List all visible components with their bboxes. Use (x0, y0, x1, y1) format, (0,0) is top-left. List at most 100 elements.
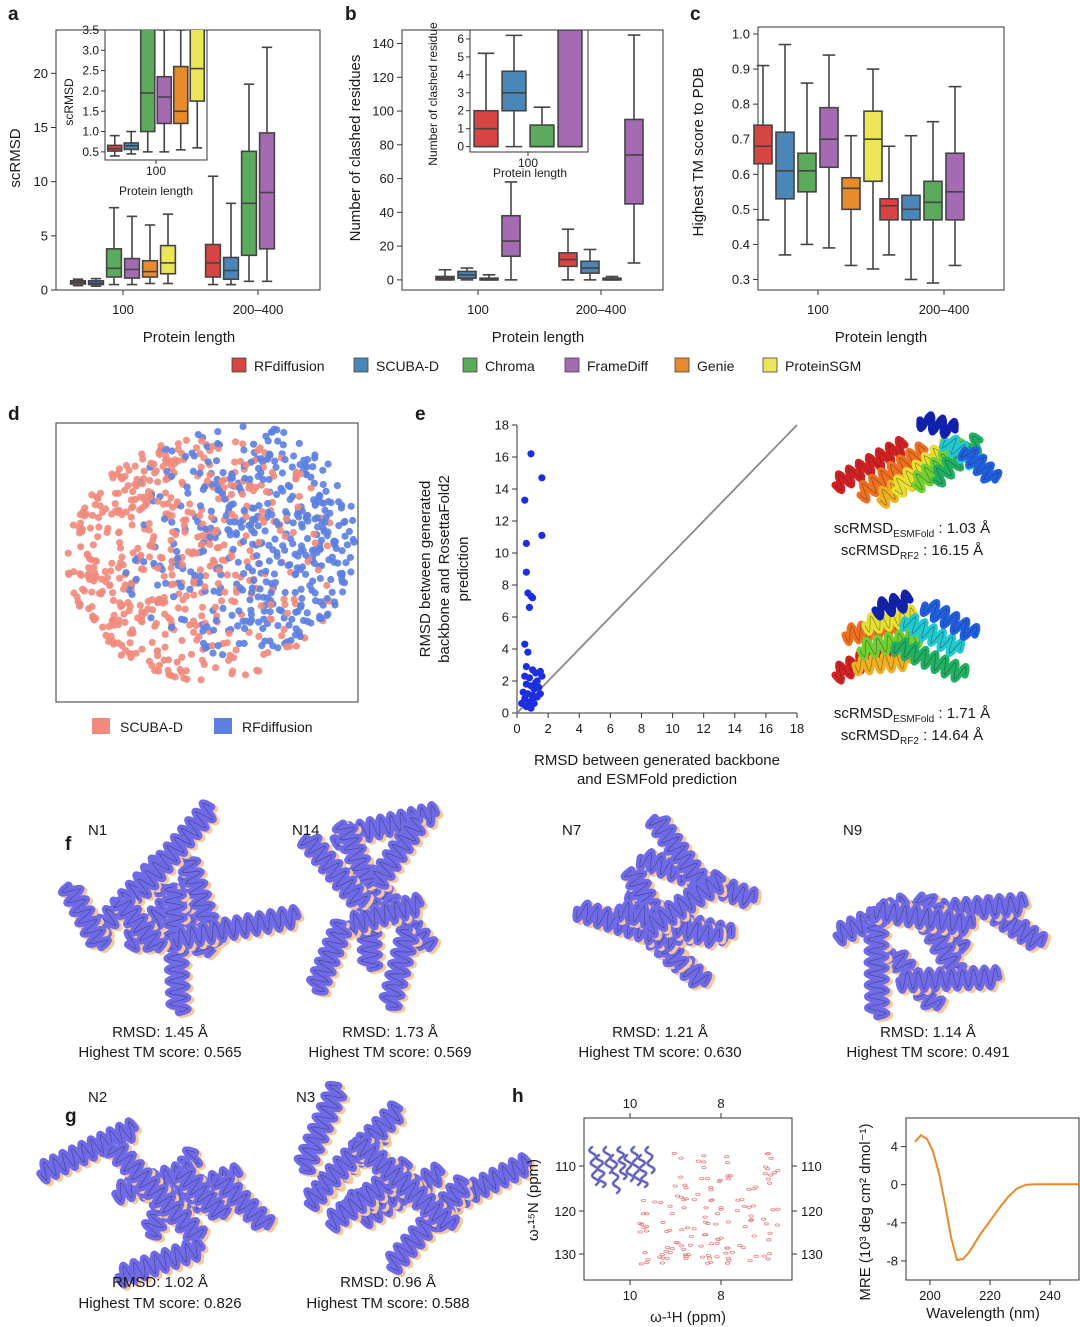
tsne-point (165, 459, 173, 467)
tsne-point (174, 604, 182, 612)
nmr-peak (645, 1258, 651, 1262)
tsne-point (302, 551, 310, 559)
chart-e-ytick-label: 4 (502, 642, 509, 657)
tsne-point (347, 568, 355, 576)
nmr-peak (679, 1228, 685, 1232)
tm-caption-n3: Highest TM score: 0.588 (306, 1295, 469, 1312)
tsne-point (338, 569, 346, 578)
nmr-peak (695, 1159, 702, 1163)
chart-c-box-genie-box (841, 176, 861, 211)
tsne-point (110, 640, 118, 648)
tsne-point (128, 521, 136, 529)
chart-b-ytick-label: 100 (372, 104, 394, 119)
tsne-point (259, 593, 268, 601)
tsne-point (240, 446, 248, 454)
tsne-point (343, 541, 351, 549)
tsne-point (149, 543, 157, 551)
tsne-point (277, 484, 285, 492)
nmr-peak (723, 1251, 729, 1255)
tsne-frame (55, 422, 359, 703)
tsne-point (273, 548, 281, 557)
chart-a-inset-ytick-label: 2.0 (82, 84, 99, 98)
structure-n9-helix-design-outline (866, 913, 887, 1017)
structure-n2-image (36, 1117, 279, 1291)
tsne-point (75, 602, 84, 610)
nmr-peak (679, 1244, 685, 1248)
tsne-point (131, 462, 139, 470)
tsne-point (196, 566, 204, 574)
tsne-point (101, 568, 109, 576)
nmr-peak (681, 1206, 687, 1210)
nmr-peak (764, 1152, 771, 1156)
tsne-point (201, 644, 210, 652)
e-structure-1-image (831, 411, 1003, 509)
tsne-point (165, 670, 173, 679)
tsne-point (242, 461, 250, 469)
tsne-point (127, 579, 135, 587)
nmr-peak (717, 1178, 723, 1182)
tsne-point (339, 588, 347, 596)
chart-e-xtick-label: 18 (790, 721, 804, 736)
nmr-peak (753, 1254, 760, 1258)
nmr-peak (708, 1260, 714, 1264)
nmr-protein-strand-outline (609, 1154, 621, 1194)
chart-b-ytick-label: 60 (380, 171, 394, 186)
structure-n1-helix-design-outline (61, 885, 109, 948)
tsne-point (117, 544, 125, 552)
chart-e-ylabel-line1: RMSD between generated (417, 481, 434, 658)
tsne-point (289, 540, 297, 548)
structure-n14-helix-design-outline (373, 817, 423, 887)
tsne-point (161, 643, 169, 651)
svg-text:scRMSDRF2 : 14.64 Å: scRMSDRF2 : 14.64 Å (841, 727, 983, 747)
chart-a-inset-ytick-label: 3.5 (82, 23, 99, 37)
chart-a-box-chroma-box (105, 248, 123, 278)
nmr-peak (747, 1259, 753, 1263)
tsne-point (311, 499, 319, 507)
tsne-point (198, 603, 207, 611)
tsne-point (173, 658, 181, 666)
structure-n3-image (293, 1080, 536, 1277)
tsne-point (281, 532, 289, 540)
tsne-point (228, 470, 236, 478)
tsne-point (136, 506, 144, 514)
tsne-point (283, 609, 292, 617)
e2-cap1-sub: ESMFold (893, 714, 934, 725)
tsne-point (174, 554, 182, 562)
tsne-point (241, 671, 250, 679)
nmr-frame (583, 1117, 793, 1281)
tsne-point (181, 605, 189, 613)
tsne-point (152, 619, 160, 628)
nmr-peak (683, 1186, 689, 1190)
nmr-bottom-tick-label: 8 (717, 1288, 724, 1303)
tsne-point (239, 490, 247, 498)
tsne-point (288, 492, 297, 500)
tsne-point (223, 571, 231, 579)
chart-b-ylabel: Number of clashed residues (347, 55, 364, 242)
tsne-point (254, 522, 262, 530)
nmr-peak (709, 1198, 715, 1202)
chart-b-ytick-label: 0 (387, 272, 394, 287)
tsne-point (137, 565, 146, 573)
tsne-point (229, 654, 238, 662)
tsne-point (155, 667, 163, 675)
chart-e-point (518, 699, 526, 708)
tsne-point (183, 483, 191, 491)
tsne-point (210, 587, 218, 595)
tsne-point (282, 508, 290, 516)
tsne-point (328, 588, 336, 596)
tsne-point (338, 575, 346, 583)
tsne-point (293, 510, 301, 519)
tsne-point (342, 559, 350, 567)
tsne-point (239, 440, 247, 448)
tsne-point (181, 528, 189, 536)
tsne-point (236, 519, 244, 527)
e1-cap1-main: scRMSD (834, 520, 893, 537)
structure-n1-helix-design-outline (172, 907, 298, 949)
e2-cap2-sub: RF2 (900, 736, 919, 747)
tsne-point (313, 523, 322, 531)
tsne-point (265, 488, 273, 497)
chart-b-inset-ytick-label: 0 (457, 140, 464, 154)
tsne-point (174, 445, 182, 454)
tsne-point (184, 489, 192, 497)
nmr-peak (643, 1229, 650, 1233)
